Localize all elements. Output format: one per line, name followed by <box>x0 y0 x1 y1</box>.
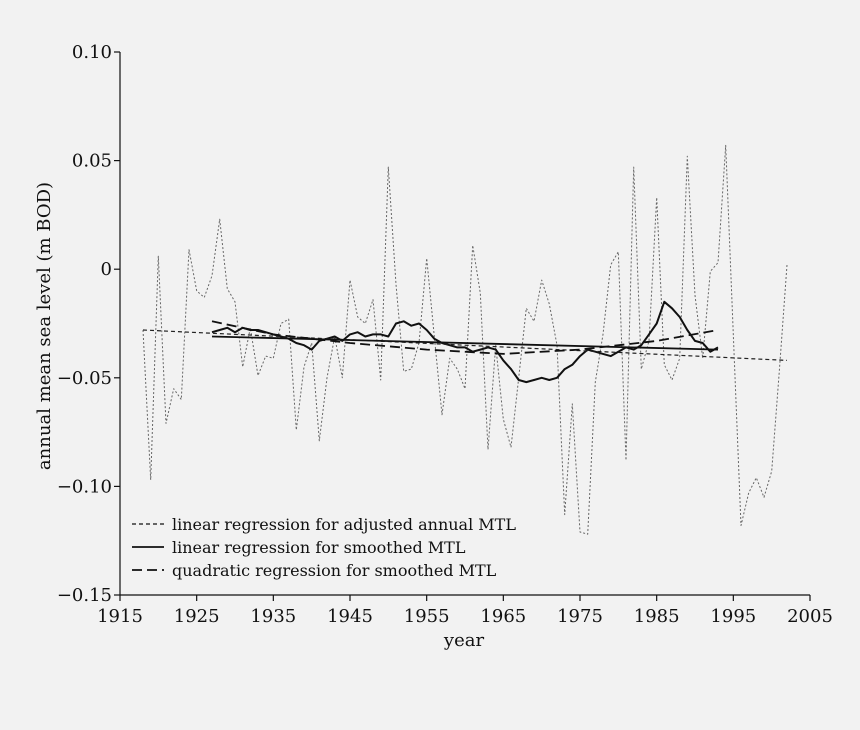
x-tick-label: 1995 <box>710 606 756 627</box>
x-tick-label: 1925 <box>174 606 220 627</box>
x-tick-label: 1915 <box>97 606 143 627</box>
series-line-linear-regression-for-smoothed-mtl <box>211 335 719 351</box>
legend-label: linear regression for adjusted annual MT… <box>172 515 516 534</box>
x-tick-label: 1935 <box>250 606 296 627</box>
y-axis-title: annual mean sea level (m BOD) <box>34 182 55 470</box>
x-tick-label: 1965 <box>480 606 526 627</box>
y-tick-label: 0.10 <box>72 42 112 63</box>
y-tick-label: −0.05 <box>57 368 112 389</box>
legend-label: linear regression for smoothed MTL <box>172 538 466 557</box>
series-line-smoothed-mtl <box>211 300 719 384</box>
y-tick-label: 0 <box>101 259 112 280</box>
series-group <box>142 144 788 535</box>
series-line-linear-regression-for-adjusted-annual-mtl <box>142 329 788 361</box>
y-tick-label: 0.05 <box>72 151 112 172</box>
y-tick-label: −0.15 <box>57 585 112 606</box>
x-tick-label: 1945 <box>327 606 373 627</box>
legend: linear regression for adjusted annual MT… <box>132 515 516 580</box>
series-line-quadratic-regression-for-smoothed-mtl <box>211 320 719 355</box>
x-tick-label: 1975 <box>557 606 603 627</box>
legend-label: quadratic regression for smoothed MTL <box>172 561 497 580</box>
x-tick-label: 2005 <box>787 606 833 627</box>
y-tick-label: −0.10 <box>57 476 112 497</box>
x-axis-title: year <box>443 630 485 651</box>
x-tick-label: 1985 <box>634 606 680 627</box>
axes <box>119 52 810 596</box>
x-tick-label: 1955 <box>404 606 450 627</box>
